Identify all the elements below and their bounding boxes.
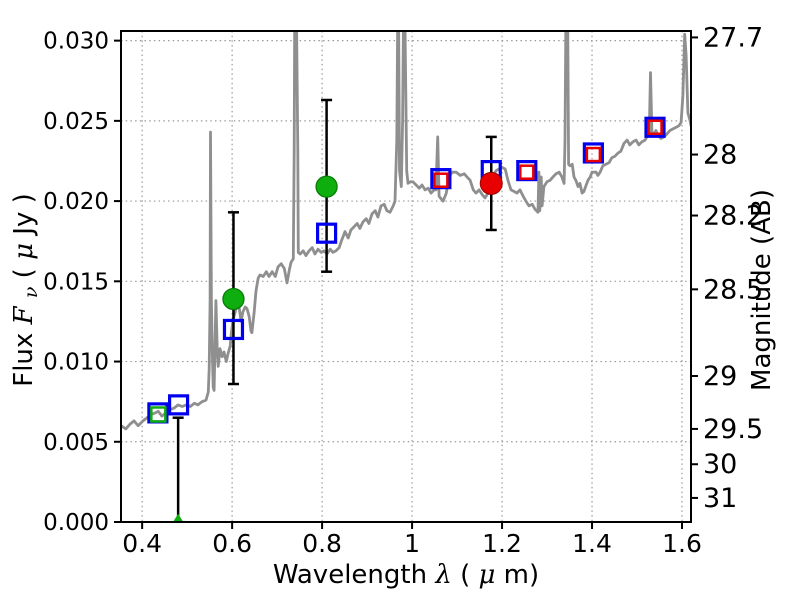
x-tick-label: 1.6 (662, 529, 702, 558)
y-tick-label-right: 27.7 (703, 22, 763, 53)
y-tick-label-right: 29 (703, 361, 737, 392)
photometry-blue-square (167, 394, 190, 416)
model-red-square (433, 172, 449, 188)
y-tick-label-left: 0.020 (43, 189, 109, 215)
tick-label-layer: 0.4 0.6 0.8 1 1.2 1.4 1.6 0.000 0.005 0.010 0.015 0… (43, 22, 763, 558)
model-red-square (647, 119, 663, 136)
frame-layer (114, 30, 698, 529)
photometry-blue-square (222, 318, 245, 341)
upper-limit-marker (173, 513, 184, 522)
model-green-circle (222, 287, 245, 311)
y-axis-label-right: Magnitude (AB) (747, 189, 777, 391)
model-red-square (585, 146, 602, 163)
y-tick-label-left: 0.025 (43, 109, 109, 135)
plot-frame (120, 30, 692, 523)
model-green-circle (315, 175, 338, 198)
x-axis-label: Wavelength λ ( μ m) (273, 560, 539, 590)
model-green-square (150, 406, 167, 423)
model-red-circle (479, 171, 503, 195)
x-tick-label: 1.4 (572, 529, 612, 558)
y-tick-label-right: 29.5 (703, 414, 763, 445)
photometry-blue-square (644, 116, 666, 138)
y-tick-label-right: 28 (703, 140, 737, 171)
y-tick-label-right: 28.5 (703, 274, 763, 305)
model-red-square (519, 164, 535, 180)
data-layer (121, 31, 691, 522)
y-axis-label-left: Flux F ν ( μ Jy ) (9, 193, 44, 387)
x-tick-label: 0.6 (212, 529, 252, 558)
y-tick-label-right: 31 (703, 483, 737, 514)
x-tick-label: 0.4 (122, 529, 162, 558)
x-tick-label: 1 (404, 529, 420, 558)
y-tick-label-left: 0.030 (43, 29, 109, 55)
y-tick-label-right: 28.2 (703, 201, 763, 232)
x-tick-label: 0.8 (302, 529, 342, 558)
y-tick-label-left: 0.010 (43, 350, 109, 376)
photometry-blue-square (315, 222, 338, 244)
x-tick-label: 1.2 (482, 529, 522, 558)
y-tick-label-left: 0.000 (43, 510, 109, 536)
y-tick-label-left: 0.005 (43, 430, 109, 456)
y-tick-label-left: 0.015 (43, 269, 109, 295)
spectrum-line (121, 31, 691, 431)
y-tick-label-right: 30 (703, 449, 737, 480)
